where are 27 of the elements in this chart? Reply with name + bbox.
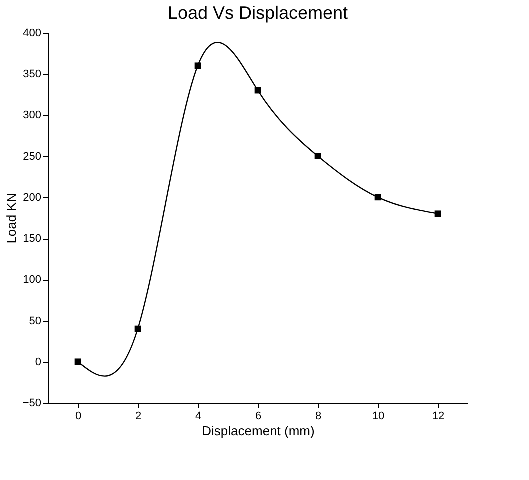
x-tick-label: 6 bbox=[255, 410, 262, 422]
point bbox=[434, 210, 442, 218]
point bbox=[74, 358, 82, 366]
y-tick-label: 300 bbox=[23, 110, 42, 122]
point bbox=[254, 87, 262, 94]
point bbox=[134, 326, 142, 332]
x-tick-label: 0 bbox=[75, 410, 82, 422]
y-axis-title: Load KN bbox=[4, 193, 19, 244]
point bbox=[194, 62, 202, 70]
point bbox=[374, 194, 382, 201]
y-tick-label: 350 bbox=[23, 68, 42, 81]
x-tick-label: 4 bbox=[195, 410, 202, 422]
y-tick-label: 200 bbox=[23, 192, 42, 204]
y-tick-label: 50 bbox=[29, 315, 42, 328]
chart-title: Load Vs Displacement bbox=[168, 3, 348, 23]
y-tick-label: −50 bbox=[22, 398, 42, 410]
x-axis-title: Displacement (mm) bbox=[202, 424, 315, 438]
x-tick-label: 2 bbox=[135, 410, 142, 422]
point bbox=[314, 153, 322, 160]
y-tick-label: 0 bbox=[35, 356, 42, 368]
x-tick-label: 12 bbox=[432, 410, 445, 422]
y-tick-label: 100 bbox=[23, 274, 42, 286]
y-tick-label: 250 bbox=[23, 150, 42, 163]
y-tick-label: 400 bbox=[23, 28, 42, 40]
y-tick-label: 150 bbox=[23, 233, 42, 246]
x-tick-label: 8 bbox=[315, 410, 322, 422]
x-tick-label: 10 bbox=[372, 410, 385, 422]
